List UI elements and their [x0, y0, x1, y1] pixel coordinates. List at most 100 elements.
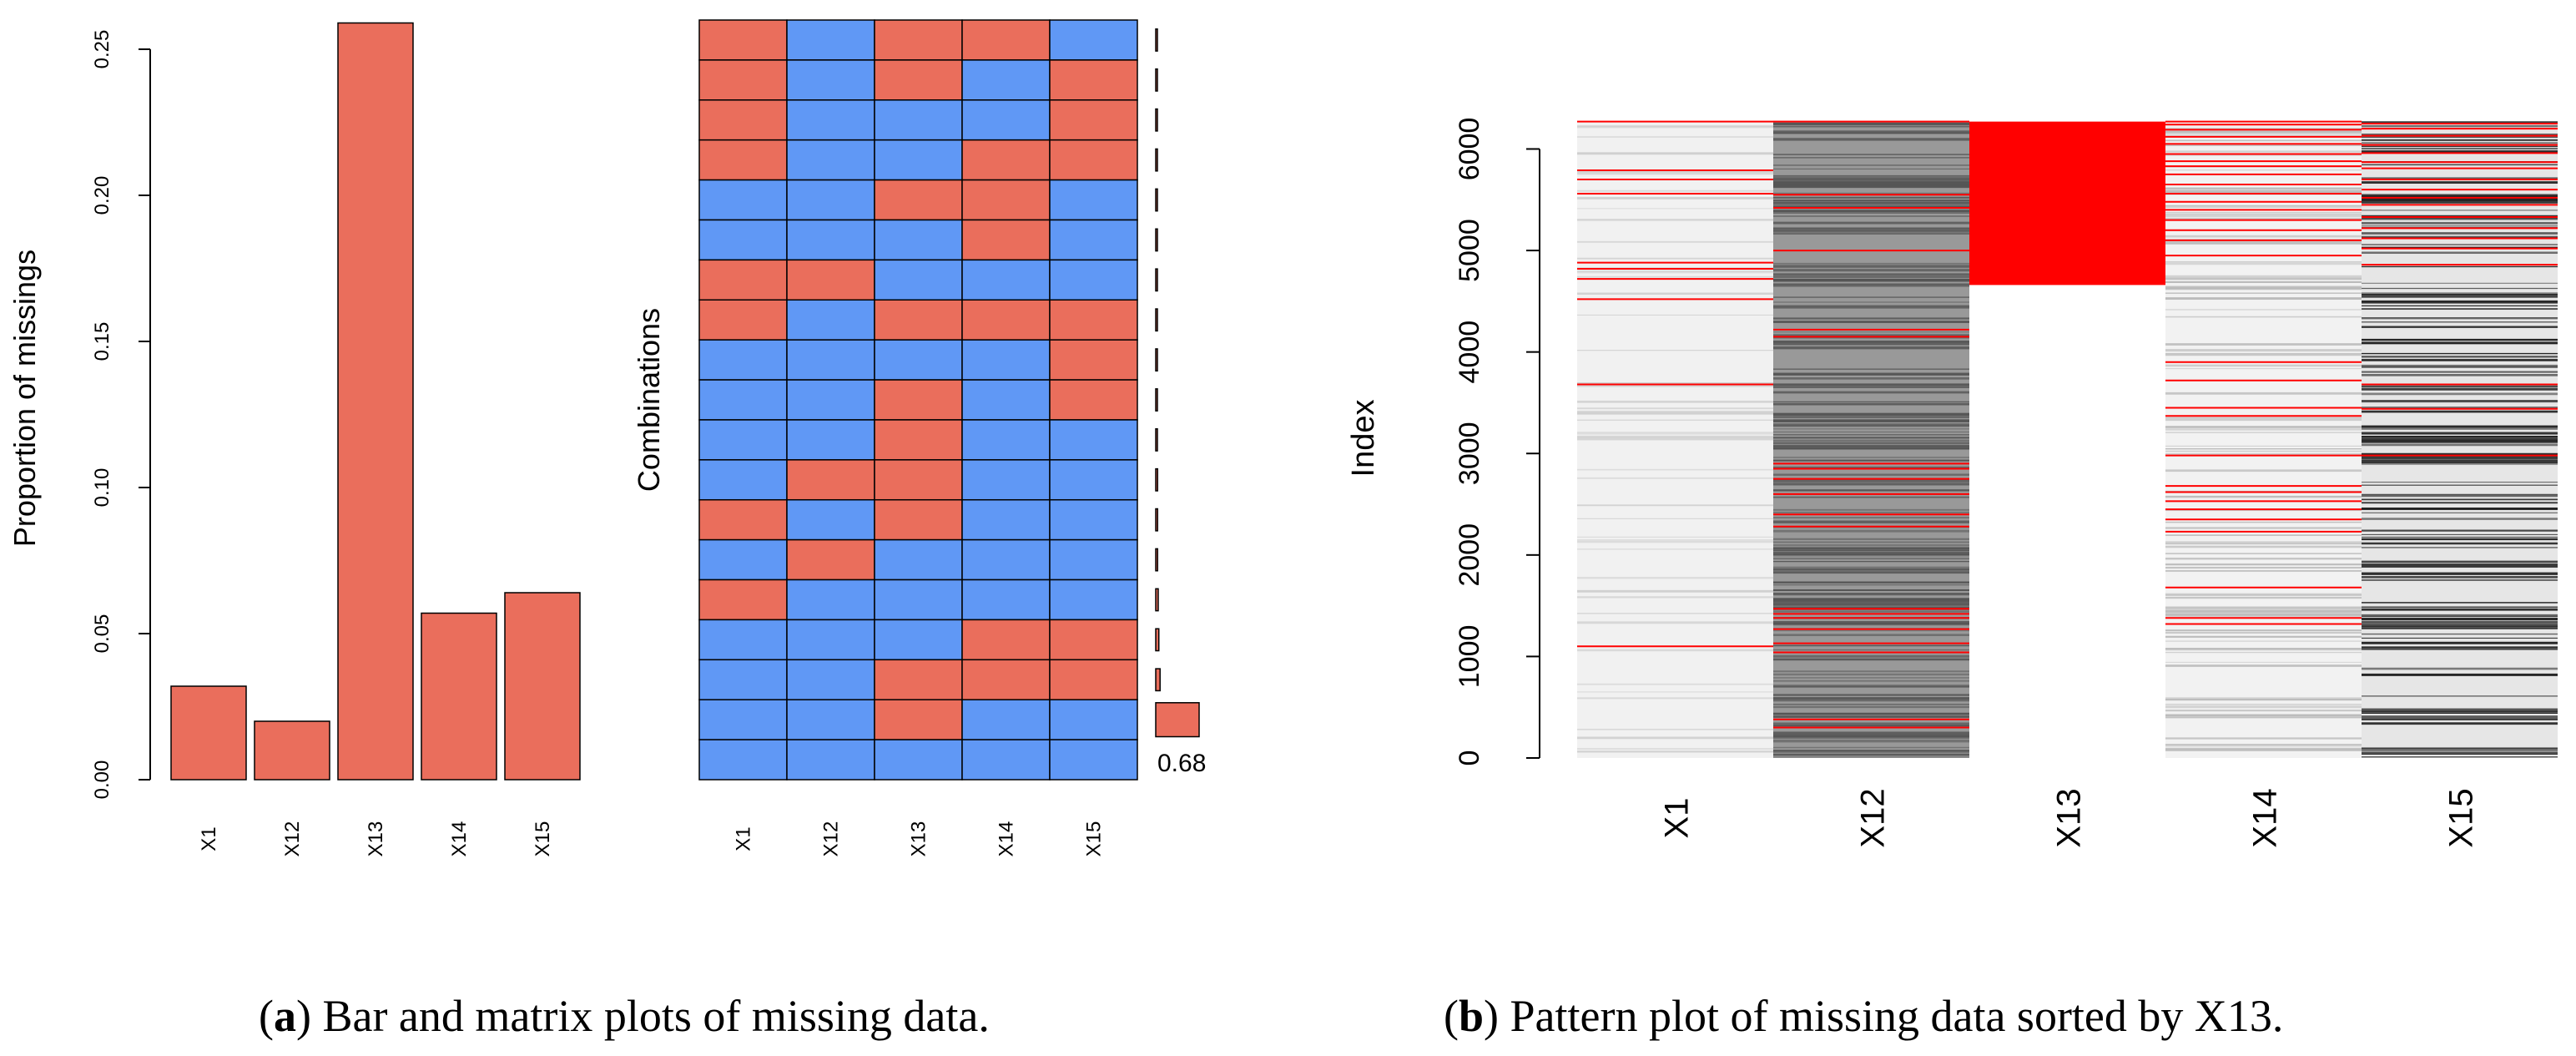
pattern-y-tick-label: 0 [1454, 750, 1485, 766]
matrix-cell [698, 59, 788, 101]
x-tick-label: X1 [198, 826, 220, 851]
matrix-cell [961, 419, 1051, 461]
matrix-cell [874, 379, 963, 421]
matrix-cell [698, 99, 788, 141]
matrix-cell [874, 59, 963, 101]
y-tick-label: 0.15 [91, 322, 113, 361]
matrix-cell [961, 19, 1051, 61]
matrix-cell [1049, 659, 1138, 700]
matrix-cell [961, 219, 1051, 261]
matrix-cell [874, 659, 963, 700]
combination-frequency-bar [1155, 628, 1160, 652]
y-tick-label: 0.05 [91, 614, 113, 654]
combination-frequency-bar [1155, 308, 1158, 332]
x-tick-label: X15 [532, 821, 554, 857]
matrix-cell [786, 579, 875, 621]
matrix-cell [1049, 179, 1138, 221]
matrix-cell [961, 99, 1051, 141]
combination-frequency-bar [1155, 268, 1158, 292]
matrix-cell [874, 339, 963, 381]
matrix-cell [698, 498, 788, 541]
matrix-cell [961, 619, 1051, 661]
matrix-column-label: X14 [996, 821, 1018, 857]
matrix-cell [874, 219, 963, 261]
matrix-cell [786, 538, 875, 581]
matrix-cell [786, 139, 875, 181]
pattern-y-tick-label: 2000 [1454, 523, 1485, 587]
y-tick-label: 0.10 [91, 468, 113, 508]
missing-proportion-bar-chart: 0.00 0.05 0.10 0.15 0.20 0.25 Proportion of mi… [8, 22, 581, 857]
matrix-cell [786, 259, 875, 301]
matrix-cell [786, 659, 875, 700]
pattern-y-tick-label: 1000 [1454, 625, 1485, 689]
matrix-cell [698, 19, 788, 61]
matrix-cell [961, 699, 1051, 740]
matrix-cell [786, 339, 875, 381]
combination-frequency-bar [1155, 467, 1158, 492]
matrix-y-axis-title: Combinations [632, 308, 666, 492]
matrix-cell [698, 739, 788, 781]
matrix-cell [961, 538, 1051, 581]
y-tick-label: 0.25 [91, 30, 113, 69]
matrix-cell [1049, 699, 1138, 740]
matrix-cell [786, 379, 875, 421]
matrix-cell [786, 699, 875, 740]
matrix-cell [961, 59, 1051, 101]
matrix-cell [961, 739, 1051, 781]
matrix-cell [874, 699, 963, 740]
pattern-column-label: X15 [2443, 788, 2480, 847]
matrix-cell [698, 419, 788, 461]
matrix-cell [961, 139, 1051, 181]
x-tick-label: X14 [448, 821, 471, 857]
combination-frequency-bar [1155, 508, 1158, 532]
matrix-cell [698, 179, 788, 221]
combination-frequency-bar [1155, 348, 1158, 372]
combination-frequency-bar [1155, 108, 1158, 132]
combination-frequency-bar [1155, 588, 1159, 612]
matrix-cell [698, 379, 788, 421]
x13-missing-block [1969, 121, 2165, 285]
matrix-cell [1049, 219, 1138, 261]
matrix-cell [1049, 498, 1138, 541]
missing-pattern-plot: 0 1000 2000 3000 4000 5000 6000 Index X1 X12 X13 X1… [1346, 118, 2558, 848]
matrix-cell [698, 219, 788, 261]
matrix-cell [786, 299, 875, 341]
bar [254, 720, 330, 781]
pattern-y-axis-title: Index [1346, 400, 1381, 477]
combination-frequency-bar [1155, 548, 1158, 572]
combination-frequency-bar [1155, 668, 1161, 692]
x-tick-label: X12 [281, 821, 304, 857]
combination-frequency-bar [1155, 68, 1158, 92]
matrix-cell [1049, 299, 1138, 341]
matrix-column-label: X13 [908, 821, 930, 857]
y-tick-label: 0.00 [91, 760, 113, 800]
combination-frequency-bar [1155, 228, 1158, 252]
matrix-cell [1049, 538, 1138, 581]
matrix-cell [786, 419, 875, 461]
bar [421, 612, 497, 781]
caption-a: (a) Bar and matrix plots of missing data… [259, 991, 990, 1041]
matrix-cell [874, 619, 963, 661]
matrix-cell [786, 19, 875, 61]
matrix-cell [874, 99, 963, 141]
matrix-cell [874, 259, 963, 301]
bar [504, 592, 581, 781]
combination-frequency-label: 0.68 [1157, 750, 1206, 777]
matrix-cell [961, 299, 1051, 341]
pattern-y-tick-label: 6000 [1454, 118, 1485, 181]
matrix-cell [1049, 739, 1138, 781]
matrix-cell [874, 179, 963, 221]
matrix-cell [698, 579, 788, 621]
x-tick-label: X13 [365, 821, 387, 857]
pattern-column-label: X14 [2247, 788, 2284, 847]
matrix-cell [961, 339, 1051, 381]
pattern-y-tick-label: 5000 [1454, 219, 1485, 282]
matrix-cell [698, 538, 788, 581]
figure-captions: (a) Bar and matrix plots of missing data… [259, 991, 2283, 1041]
combination-frequency-bar [1155, 388, 1158, 412]
matrix-cell [786, 619, 875, 661]
combination-frequency-bar [1155, 702, 1200, 738]
matrix-cell [786, 739, 875, 781]
matrix-cell [1049, 259, 1138, 301]
matrix-column-label: X1 [733, 826, 755, 851]
